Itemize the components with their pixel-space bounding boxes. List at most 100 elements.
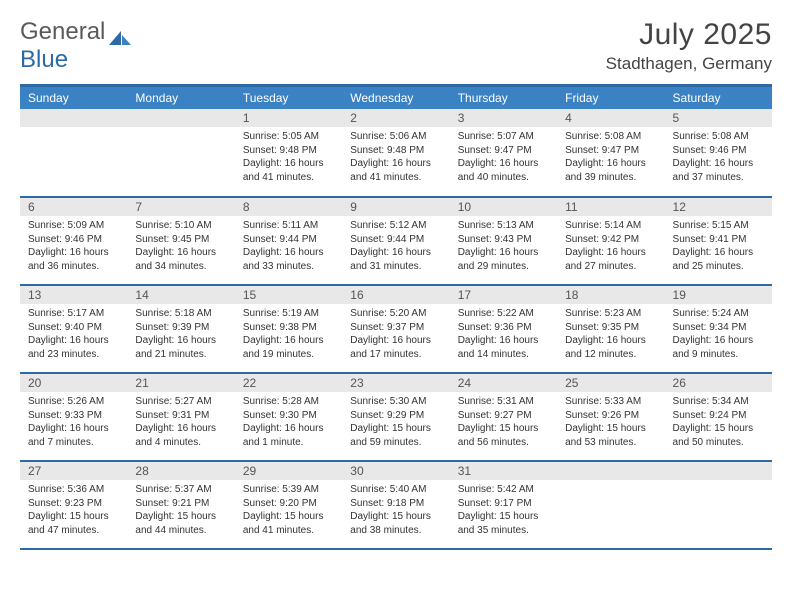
calendar-day-cell: 24Sunrise: 5:31 AMSunset: 9:27 PMDayligh… bbox=[450, 373, 557, 461]
day-number: 26 bbox=[665, 374, 772, 392]
day-number: 10 bbox=[450, 198, 557, 216]
day-details: Sunrise: 5:12 AMSunset: 9:44 PMDaylight:… bbox=[342, 216, 449, 277]
calendar-day-cell: 22Sunrise: 5:28 AMSunset: 9:30 PMDayligh… bbox=[235, 373, 342, 461]
logo-text-1: General bbox=[20, 18, 105, 46]
day-number: 25 bbox=[557, 374, 664, 392]
calendar-day-cell: 4Sunrise: 5:08 AMSunset: 9:47 PMDaylight… bbox=[557, 109, 664, 197]
day-details: Sunrise: 5:15 AMSunset: 9:41 PMDaylight:… bbox=[665, 216, 772, 277]
calendar-day-cell: 14Sunrise: 5:18 AMSunset: 9:39 PMDayligh… bbox=[127, 285, 234, 373]
day-details: Sunrise: 5:23 AMSunset: 9:35 PMDaylight:… bbox=[557, 304, 664, 365]
day-number: 29 bbox=[235, 462, 342, 480]
calendar-week-row: 6Sunrise: 5:09 AMSunset: 9:46 PMDaylight… bbox=[20, 197, 772, 285]
day-details: Sunrise: 5:09 AMSunset: 9:46 PMDaylight:… bbox=[20, 216, 127, 277]
calendar-day-cell: 18Sunrise: 5:23 AMSunset: 9:35 PMDayligh… bbox=[557, 285, 664, 373]
calendar-body: 1Sunrise: 5:05 AMSunset: 9:48 PMDaylight… bbox=[20, 109, 772, 549]
day-number: 20 bbox=[20, 374, 127, 392]
day-number: 17 bbox=[450, 286, 557, 304]
day-number: 11 bbox=[557, 198, 664, 216]
day-number: 19 bbox=[665, 286, 772, 304]
logo-sail-icon bbox=[109, 24, 131, 40]
calendar-day-cell: 2Sunrise: 5:06 AMSunset: 9:48 PMDaylight… bbox=[342, 109, 449, 197]
day-details: Sunrise: 5:28 AMSunset: 9:30 PMDaylight:… bbox=[235, 392, 342, 453]
day-details: Sunrise: 5:17 AMSunset: 9:40 PMDaylight:… bbox=[20, 304, 127, 365]
weekday-header: Wednesday bbox=[342, 86, 449, 110]
page-subtitle: Stadthagen, Germany bbox=[606, 54, 772, 74]
day-details: Sunrise: 5:37 AMSunset: 9:21 PMDaylight:… bbox=[127, 480, 234, 541]
logo: General bbox=[20, 18, 133, 46]
calendar-empty-cell bbox=[557, 461, 664, 549]
day-details: Sunrise: 5:34 AMSunset: 9:24 PMDaylight:… bbox=[665, 392, 772, 453]
day-details: Sunrise: 5:40 AMSunset: 9:18 PMDaylight:… bbox=[342, 480, 449, 541]
weekday-header: Tuesday bbox=[235, 86, 342, 110]
calendar-day-cell: 16Sunrise: 5:20 AMSunset: 9:37 PMDayligh… bbox=[342, 285, 449, 373]
title-block: July 2025 Stadthagen, Germany bbox=[606, 18, 772, 74]
day-details: Sunrise: 5:36 AMSunset: 9:23 PMDaylight:… bbox=[20, 480, 127, 541]
weekday-header: Sunday bbox=[20, 86, 127, 110]
day-number: 31 bbox=[450, 462, 557, 480]
day-details: Sunrise: 5:42 AMSunset: 9:17 PMDaylight:… bbox=[450, 480, 557, 541]
calendar-day-cell: 3Sunrise: 5:07 AMSunset: 9:47 PMDaylight… bbox=[450, 109, 557, 197]
day-details: Sunrise: 5:39 AMSunset: 9:20 PMDaylight:… bbox=[235, 480, 342, 541]
weekday-header: Thursday bbox=[450, 86, 557, 110]
day-number: 30 bbox=[342, 462, 449, 480]
day-number: 3 bbox=[450, 109, 557, 127]
day-number: 13 bbox=[20, 286, 127, 304]
day-number: 4 bbox=[557, 109, 664, 127]
weekday-header: Saturday bbox=[665, 86, 772, 110]
day-number: 28 bbox=[127, 462, 234, 480]
calendar-day-cell: 20Sunrise: 5:26 AMSunset: 9:33 PMDayligh… bbox=[20, 373, 127, 461]
calendar-day-cell: 30Sunrise: 5:40 AMSunset: 9:18 PMDayligh… bbox=[342, 461, 449, 549]
day-details: Sunrise: 5:10 AMSunset: 9:45 PMDaylight:… bbox=[127, 216, 234, 277]
day-details: Sunrise: 5:13 AMSunset: 9:43 PMDaylight:… bbox=[450, 216, 557, 277]
calendar-day-cell: 28Sunrise: 5:37 AMSunset: 9:21 PMDayligh… bbox=[127, 461, 234, 549]
calendar-day-cell: 19Sunrise: 5:24 AMSunset: 9:34 PMDayligh… bbox=[665, 285, 772, 373]
calendar-day-cell: 1Sunrise: 5:05 AMSunset: 9:48 PMDaylight… bbox=[235, 109, 342, 197]
logo-text-2: Blue bbox=[20, 46, 68, 74]
day-details: Sunrise: 5:06 AMSunset: 9:48 PMDaylight:… bbox=[342, 127, 449, 188]
day-details: Sunrise: 5:08 AMSunset: 9:46 PMDaylight:… bbox=[665, 127, 772, 188]
calendar-day-cell: 13Sunrise: 5:17 AMSunset: 9:40 PMDayligh… bbox=[20, 285, 127, 373]
calendar-day-cell: 31Sunrise: 5:42 AMSunset: 9:17 PMDayligh… bbox=[450, 461, 557, 549]
day-details: Sunrise: 5:08 AMSunset: 9:47 PMDaylight:… bbox=[557, 127, 664, 188]
calendar-day-cell: 29Sunrise: 5:39 AMSunset: 9:20 PMDayligh… bbox=[235, 461, 342, 549]
day-number: 18 bbox=[557, 286, 664, 304]
calendar-empty-cell bbox=[127, 109, 234, 197]
day-number: 5 bbox=[665, 109, 772, 127]
day-details: Sunrise: 5:05 AMSunset: 9:48 PMDaylight:… bbox=[235, 127, 342, 188]
calendar-day-cell: 27Sunrise: 5:36 AMSunset: 9:23 PMDayligh… bbox=[20, 461, 127, 549]
page-title: July 2025 bbox=[606, 18, 772, 52]
calendar-day-cell: 25Sunrise: 5:33 AMSunset: 9:26 PMDayligh… bbox=[557, 373, 664, 461]
calendar-week-row: 13Sunrise: 5:17 AMSunset: 9:40 PMDayligh… bbox=[20, 285, 772, 373]
calendar-day-cell: 8Sunrise: 5:11 AMSunset: 9:44 PMDaylight… bbox=[235, 197, 342, 285]
day-details: Sunrise: 5:11 AMSunset: 9:44 PMDaylight:… bbox=[235, 216, 342, 277]
day-number: 21 bbox=[127, 374, 234, 392]
day-number: 27 bbox=[20, 462, 127, 480]
calendar-header-row: SundayMondayTuesdayWednesdayThursdayFrid… bbox=[20, 86, 772, 110]
day-details: Sunrise: 5:31 AMSunset: 9:27 PMDaylight:… bbox=[450, 392, 557, 453]
calendar-empty-cell bbox=[20, 109, 127, 197]
calendar-day-cell: 21Sunrise: 5:27 AMSunset: 9:31 PMDayligh… bbox=[127, 373, 234, 461]
weekday-header: Monday bbox=[127, 86, 234, 110]
calendar-day-cell: 26Sunrise: 5:34 AMSunset: 9:24 PMDayligh… bbox=[665, 373, 772, 461]
day-number: 1 bbox=[235, 109, 342, 127]
day-details: Sunrise: 5:24 AMSunset: 9:34 PMDaylight:… bbox=[665, 304, 772, 365]
day-number: 7 bbox=[127, 198, 234, 216]
weekday-header: Friday bbox=[557, 86, 664, 110]
day-details: Sunrise: 5:14 AMSunset: 9:42 PMDaylight:… bbox=[557, 216, 664, 277]
calendar-day-cell: 15Sunrise: 5:19 AMSunset: 9:38 PMDayligh… bbox=[235, 285, 342, 373]
calendar-day-cell: 6Sunrise: 5:09 AMSunset: 9:46 PMDaylight… bbox=[20, 197, 127, 285]
calendar-day-cell: 11Sunrise: 5:14 AMSunset: 9:42 PMDayligh… bbox=[557, 197, 664, 285]
day-number: 8 bbox=[235, 198, 342, 216]
day-number: 23 bbox=[342, 374, 449, 392]
day-number: 14 bbox=[127, 286, 234, 304]
day-details: Sunrise: 5:26 AMSunset: 9:33 PMDaylight:… bbox=[20, 392, 127, 453]
calendar-day-cell: 23Sunrise: 5:30 AMSunset: 9:29 PMDayligh… bbox=[342, 373, 449, 461]
calendar-empty-cell bbox=[665, 461, 772, 549]
day-number: 6 bbox=[20, 198, 127, 216]
day-number: 9 bbox=[342, 198, 449, 216]
day-number: 2 bbox=[342, 109, 449, 127]
day-details: Sunrise: 5:27 AMSunset: 9:31 PMDaylight:… bbox=[127, 392, 234, 453]
calendar-day-cell: 10Sunrise: 5:13 AMSunset: 9:43 PMDayligh… bbox=[450, 197, 557, 285]
day-number: 15 bbox=[235, 286, 342, 304]
day-details: Sunrise: 5:07 AMSunset: 9:47 PMDaylight:… bbox=[450, 127, 557, 188]
